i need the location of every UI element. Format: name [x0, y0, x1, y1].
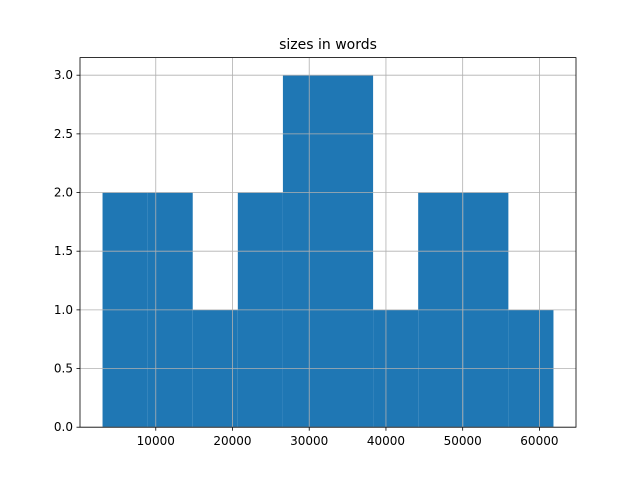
y-tick-label: 1.0: [54, 303, 73, 317]
y-tick-label: 2.0: [54, 186, 73, 200]
x-tick-label: 10000: [137, 434, 175, 448]
x-tick-label: 20000: [213, 434, 251, 448]
x-tick-label: 40000: [367, 434, 405, 448]
x-tick-label: 30000: [290, 434, 328, 448]
y-tick-label: 0.0: [54, 420, 73, 434]
x-tick-label: 60000: [520, 434, 558, 448]
chart-title: sizes in words: [279, 37, 377, 53]
y-tick-label: 1.5: [54, 244, 73, 258]
plot-frame: [79, 57, 577, 428]
y-tick-label: 3.0: [54, 68, 73, 82]
x-tick-label: 50000: [444, 434, 482, 448]
y-tick-label: 0.5: [54, 362, 73, 376]
y-tick-label: 2.5: [54, 127, 73, 141]
